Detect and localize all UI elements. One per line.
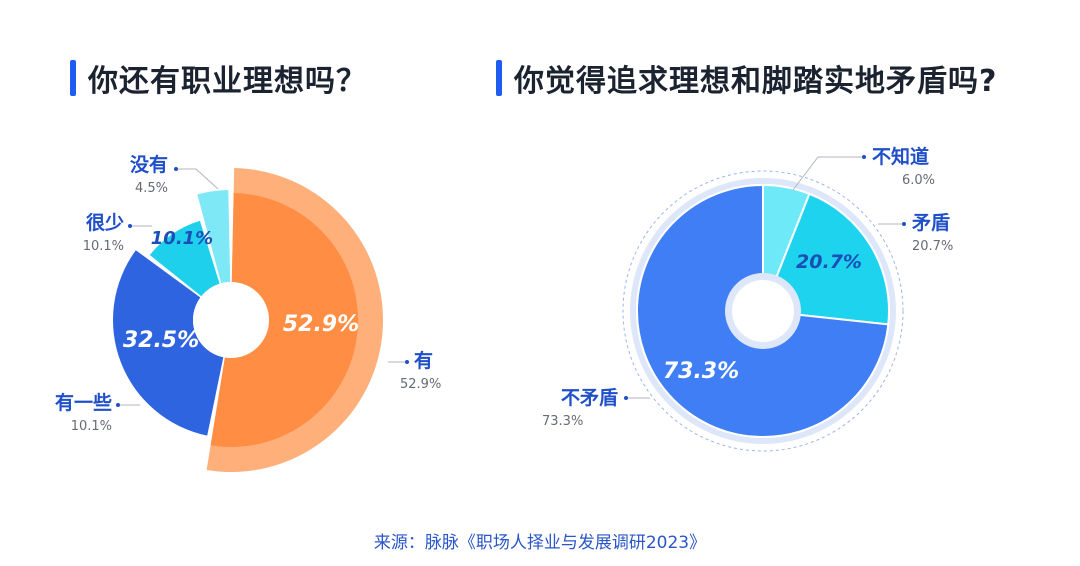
leader-dot-henshao xyxy=(128,224,132,228)
label-buzhidao-name: 不知道 xyxy=(872,146,930,168)
leader-dot-youyixie xyxy=(116,403,120,407)
right-title-text: 你觉得追求理想和脚踏实地矛盾吗? xyxy=(514,64,998,99)
slice-label-bumaodun: 73.3% xyxy=(663,359,739,384)
label-buzhidao: 不知道 6.0% xyxy=(872,142,935,188)
label-buzhidao-pct: 6.0% xyxy=(902,173,936,188)
dashed-outer-ring xyxy=(622,170,904,452)
leader-dot-you xyxy=(405,360,409,364)
label-bumaodun: 不矛盾 73.3% xyxy=(530,383,618,429)
slice-you-yixie xyxy=(113,250,224,436)
slice-meiyou xyxy=(197,190,231,284)
left-title-text: 你还有职业理想吗？ xyxy=(88,64,367,99)
leader-line-meiyou xyxy=(176,168,219,190)
title-accent-bar xyxy=(70,60,76,96)
label-meiyou-pct: 4.5% xyxy=(134,181,168,196)
slice-henshao xyxy=(149,220,220,297)
label-youyixie-name: 有一些 xyxy=(54,392,112,414)
label-youyixie: 有一些 10.1% xyxy=(30,388,112,434)
left-chart-title: 你还有职业理想吗？ xyxy=(70,56,367,100)
label-you-name: 有 xyxy=(414,350,434,372)
leader-line-buzhidao xyxy=(792,156,864,191)
label-meiyou-name: 没有 xyxy=(129,154,168,176)
label-bumaodun-name: 不矛盾 xyxy=(560,387,618,409)
slice-label-you: 52.9% xyxy=(283,312,359,337)
right-chart-title: 你觉得追求理想和脚踏实地矛盾吗? xyxy=(496,56,997,100)
label-henshao: 很少 10.1% xyxy=(52,208,124,254)
label-henshao-name: 很少 xyxy=(85,212,124,234)
label-you-pct: 52.9% xyxy=(400,377,442,392)
right-pie-chart: 73.3% 20.7% xyxy=(622,155,906,452)
label-maodun-name: 矛盾 xyxy=(912,212,951,234)
label-henshao-pct: 10.1% xyxy=(82,239,124,254)
donut-hole xyxy=(193,282,269,358)
slice-you xyxy=(210,193,358,447)
label-bumaodun-pct: 73.3% xyxy=(542,414,584,429)
leader-dot-meiyou xyxy=(174,167,178,171)
label-maodun-pct: 20.7% xyxy=(912,239,954,254)
left-pie-chart: 52.9% 32.5% 10.1% xyxy=(113,167,409,473)
source-footnote: 来源：脉脉《职场人择业与发展调研2023》 xyxy=(373,533,707,553)
label-youyixie-pct: 10.1% xyxy=(70,419,112,434)
slice-label-henshao: 10.1% xyxy=(151,228,213,249)
slice-label-maodun: 20.7% xyxy=(796,251,862,273)
title-accent-bar xyxy=(496,60,502,96)
label-maodun: 矛盾 20.7% xyxy=(912,208,953,254)
leader-dot-buzhidao xyxy=(862,155,866,159)
center-hole xyxy=(732,280,794,342)
slice-label-youyixie: 32.5% xyxy=(123,328,199,353)
label-you: 有 52.9% xyxy=(400,346,441,392)
leader-dot-bumaodun xyxy=(624,396,628,400)
leader-dot-maodun xyxy=(902,222,906,226)
label-meiyou: 没有 4.5% xyxy=(100,150,168,196)
